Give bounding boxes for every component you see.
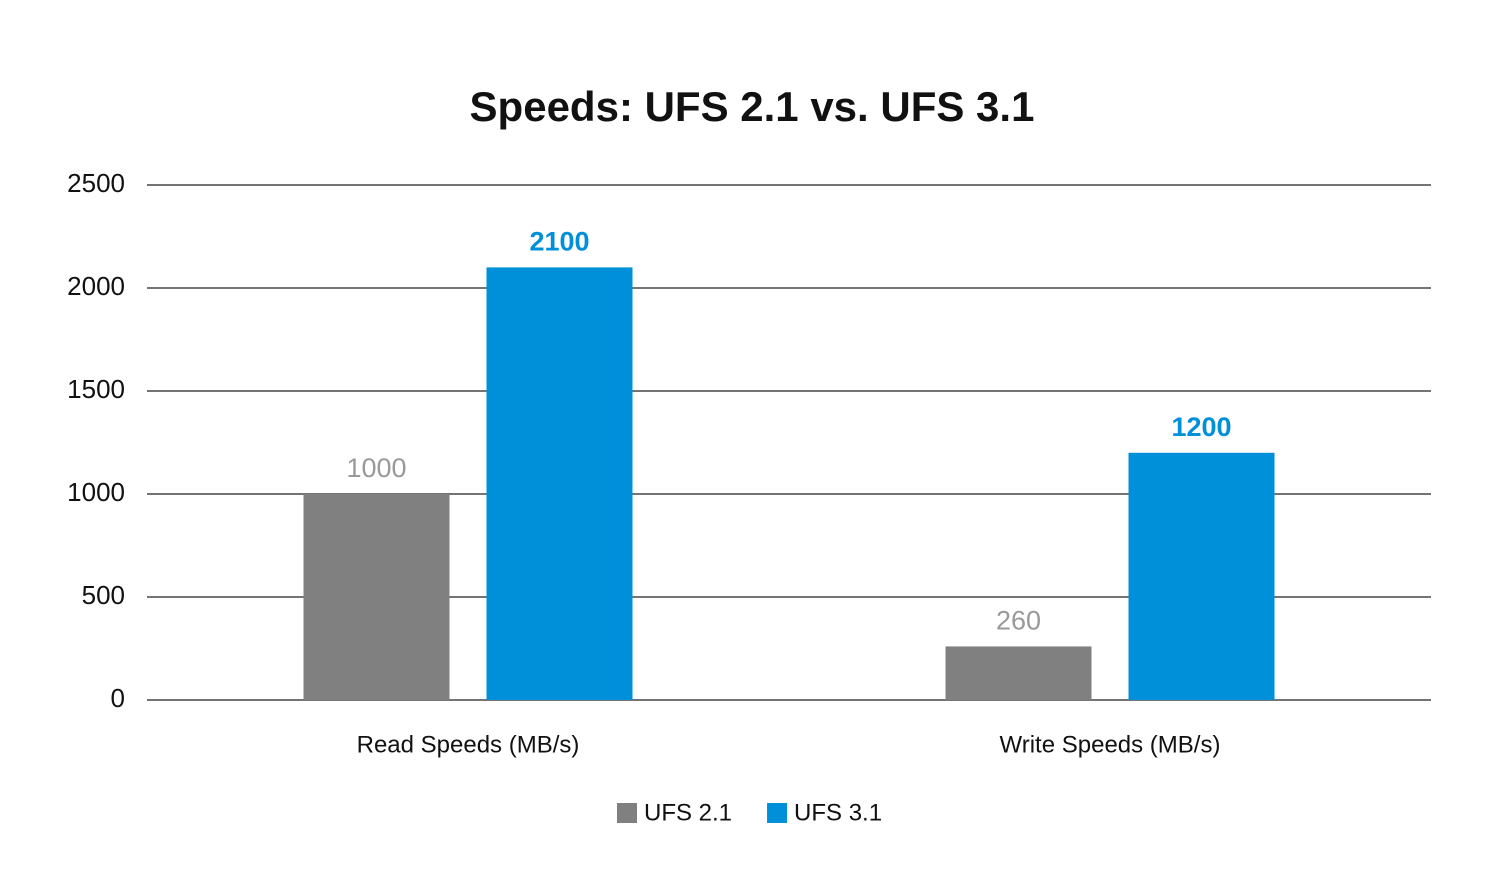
legend-swatch bbox=[767, 803, 788, 823]
legend-label: UFS 3.1 bbox=[794, 799, 882, 826]
y-tick-label: 2500 bbox=[67, 168, 125, 198]
bar bbox=[303, 494, 450, 700]
chart-title: Speeds: UFS 2.1 vs. UFS 3.1 bbox=[470, 83, 1035, 130]
y-tick-label: 2000 bbox=[67, 271, 125, 301]
value-label: 260 bbox=[996, 606, 1041, 636]
y-tick-label: 0 bbox=[111, 683, 125, 713]
legend-swatch bbox=[617, 803, 637, 823]
bar bbox=[945, 646, 1092, 700]
y-tick-label: 1500 bbox=[67, 374, 125, 404]
value-label: 1200 bbox=[1171, 412, 1231, 442]
x-tick-label: Read Speeds (MB/s) bbox=[357, 731, 580, 758]
legend-label: UFS 2.1 bbox=[644, 799, 732, 826]
value-label: 1000 bbox=[346, 453, 406, 483]
y-tick-label: 1000 bbox=[67, 477, 125, 507]
x-tick-label: Write Speeds (MB/s) bbox=[1000, 731, 1221, 758]
y-tick-label: 500 bbox=[82, 580, 125, 610]
value-label: 2100 bbox=[529, 227, 589, 257]
bar bbox=[486, 267, 633, 700]
bar bbox=[1128, 452, 1275, 700]
